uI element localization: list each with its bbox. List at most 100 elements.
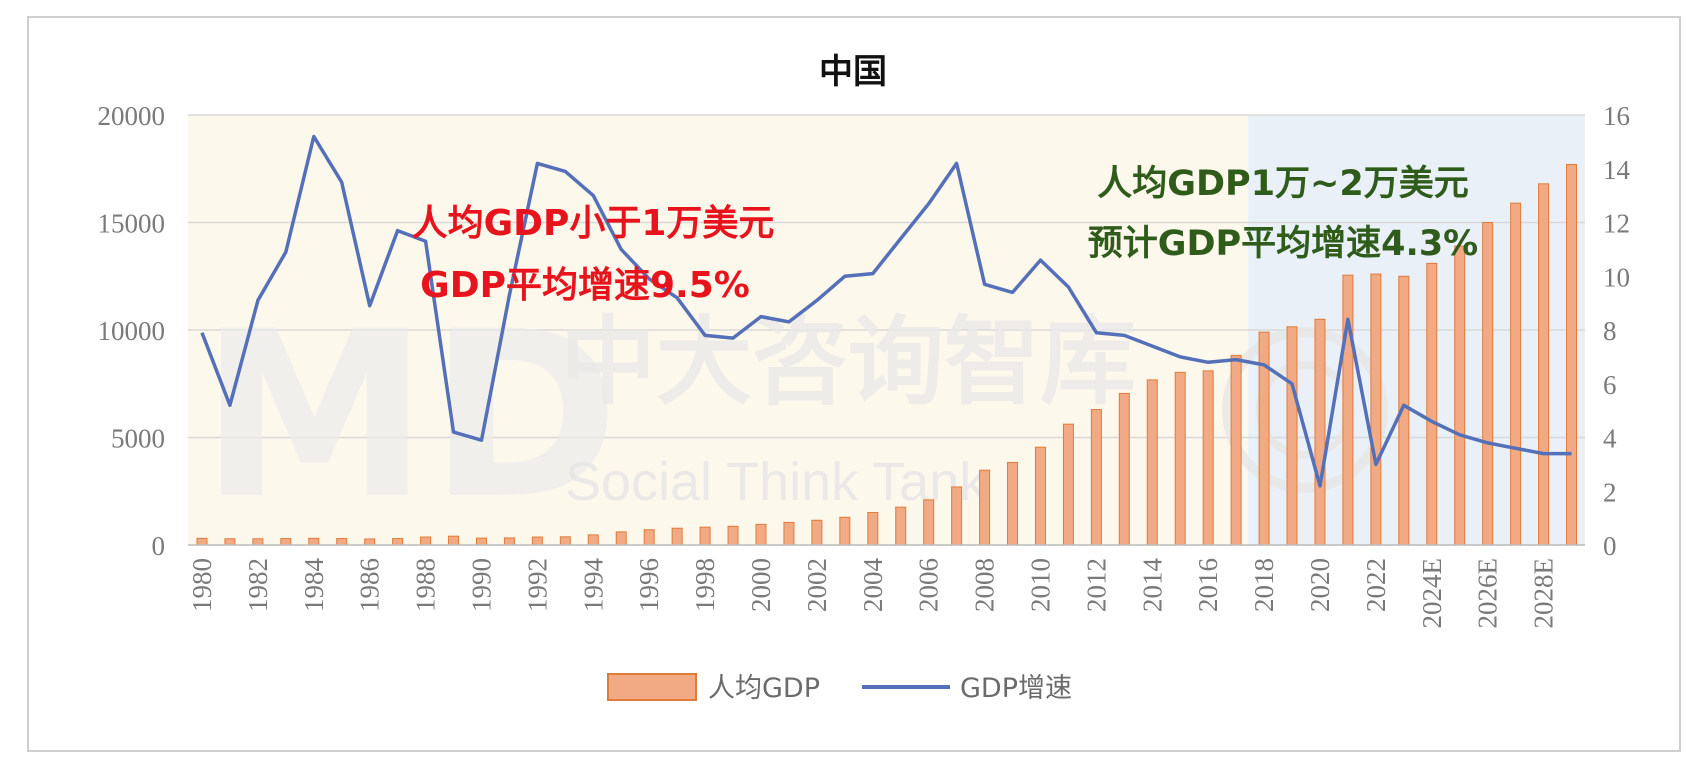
y-right-tick-label: 12 bbox=[1603, 209, 1630, 239]
bar bbox=[1286, 326, 1298, 546]
bar bbox=[1566, 163, 1578, 546]
bar bbox=[895, 506, 907, 546]
bar bbox=[951, 486, 963, 546]
bar bbox=[1510, 202, 1522, 546]
bar bbox=[643, 529, 655, 546]
bar bbox=[448, 535, 460, 546]
bar bbox=[1230, 354, 1242, 546]
x-tick-label: 1982 bbox=[243, 558, 273, 612]
bar bbox=[308, 537, 320, 546]
y-left-tick-label: 15000 bbox=[98, 209, 166, 239]
x-tick-label: 2020 bbox=[1305, 558, 1335, 612]
bar bbox=[1454, 245, 1466, 546]
bar bbox=[1202, 370, 1214, 546]
bar bbox=[1090, 409, 1102, 546]
x-tick-label: 2004 bbox=[858, 558, 888, 613]
bar-series bbox=[196, 163, 1578, 546]
bar bbox=[503, 537, 515, 546]
bar bbox=[923, 499, 935, 546]
bar bbox=[811, 519, 823, 546]
y-right-tick-label: 2 bbox=[1603, 477, 1617, 507]
bar bbox=[1426, 262, 1438, 546]
x-tick-label: 2000 bbox=[746, 558, 776, 612]
bar bbox=[1342, 274, 1354, 546]
y-left-tick-label: 10000 bbox=[98, 316, 166, 346]
bar bbox=[839, 516, 851, 546]
y-left-tick-label: 20000 bbox=[98, 101, 166, 131]
series-line-gdp-growth bbox=[200, 134, 1572, 488]
bar bbox=[587, 534, 599, 546]
bar bbox=[783, 521, 795, 546]
bar bbox=[1062, 423, 1074, 546]
y-right-tick-label: 4 bbox=[1603, 424, 1617, 454]
legend-label-line: GDP增速 bbox=[960, 673, 1072, 704]
bar bbox=[531, 536, 543, 546]
x-tick-label: 2026E bbox=[1473, 558, 1503, 629]
x-tick-label: 2028E bbox=[1529, 558, 1559, 629]
bar bbox=[196, 537, 208, 546]
bar bbox=[280, 538, 292, 546]
watermark-logo: MD bbox=[200, 283, 620, 550]
watermark-emblem-icon bbox=[1222, 327, 1388, 493]
legend-swatch-bar bbox=[607, 673, 697, 701]
annotation-era1-line1: 人均GDP小于1万美元 bbox=[412, 203, 775, 244]
y-left-tick-label: 5000 bbox=[111, 424, 165, 454]
legend: 人均GDP GDP增速 bbox=[607, 673, 1072, 704]
y-left-tick-label: 0 bbox=[152, 531, 166, 561]
x-tick-label: 2008 bbox=[970, 558, 1000, 612]
y-right-tick-label: 0 bbox=[1603, 531, 1617, 561]
bar bbox=[699, 526, 711, 546]
annotation-era1-line2: GDP平均增速9.5% bbox=[420, 265, 750, 306]
chart-title: 中国 bbox=[819, 52, 887, 92]
watermark-text-en: Social Think Tank bbox=[565, 452, 987, 512]
bar bbox=[1314, 318, 1326, 546]
bar bbox=[392, 538, 404, 546]
y-right-tick-label: 10 bbox=[1603, 262, 1630, 292]
annotation-era2-line2: 预计GDP平均增速4.3% bbox=[1088, 224, 1479, 264]
y-right-tick-label: 8 bbox=[1603, 316, 1617, 346]
x-tick-label: 2012 bbox=[1081, 558, 1111, 612]
bar bbox=[671, 527, 683, 546]
bar bbox=[1482, 222, 1494, 546]
x-tick-label: 1994 bbox=[578, 558, 608, 613]
watermark-text-cn: 中大咨询智库 bbox=[560, 306, 1136, 418]
x-tick-label: 2002 bbox=[802, 558, 832, 612]
bar bbox=[867, 512, 879, 546]
bar bbox=[1370, 273, 1382, 546]
bar bbox=[1034, 446, 1046, 546]
x-tick-label: 1992 bbox=[522, 558, 552, 612]
x-tick-label: 2016 bbox=[1193, 558, 1223, 612]
bar bbox=[1118, 392, 1130, 546]
y-right-tick-label: 14 bbox=[1603, 155, 1631, 185]
annotation-era2-line1: 人均GDP1万~2万美元 bbox=[1097, 164, 1468, 204]
x-tick-label: 1988 bbox=[411, 558, 441, 612]
x-tick-label: 1990 bbox=[466, 558, 496, 612]
x-tick-label: 1986 bbox=[355, 558, 385, 612]
x-tick-label: 2022 bbox=[1361, 558, 1391, 612]
bar bbox=[420, 536, 432, 546]
y-right-tick-label: 16 bbox=[1603, 101, 1630, 131]
x-tick-label: 1996 bbox=[634, 558, 664, 612]
bar bbox=[559, 536, 571, 546]
x-tick-label: 2024E bbox=[1417, 558, 1447, 629]
y-right-tick-label: 6 bbox=[1603, 370, 1617, 400]
bar bbox=[1174, 371, 1186, 546]
bar bbox=[475, 537, 487, 546]
x-tick-label: 2006 bbox=[914, 558, 944, 612]
line-series bbox=[200, 134, 1572, 488]
bar bbox=[1538, 183, 1550, 546]
bar bbox=[979, 469, 991, 546]
bar bbox=[1007, 461, 1019, 546]
x-tick-label: 1998 bbox=[690, 558, 720, 612]
x-tick-label: 1984 bbox=[299, 558, 329, 613]
bar bbox=[364, 538, 376, 546]
bar bbox=[224, 538, 236, 546]
bar bbox=[1146, 379, 1158, 546]
watermark: MD 中大咨询智库 Social Think Tank bbox=[200, 283, 1388, 550]
x-tick-label: 2010 bbox=[1025, 558, 1055, 612]
bar bbox=[336, 538, 348, 546]
bar bbox=[727, 525, 739, 546]
bar bbox=[252, 538, 264, 546]
x-tick-label: 2018 bbox=[1249, 558, 1279, 612]
